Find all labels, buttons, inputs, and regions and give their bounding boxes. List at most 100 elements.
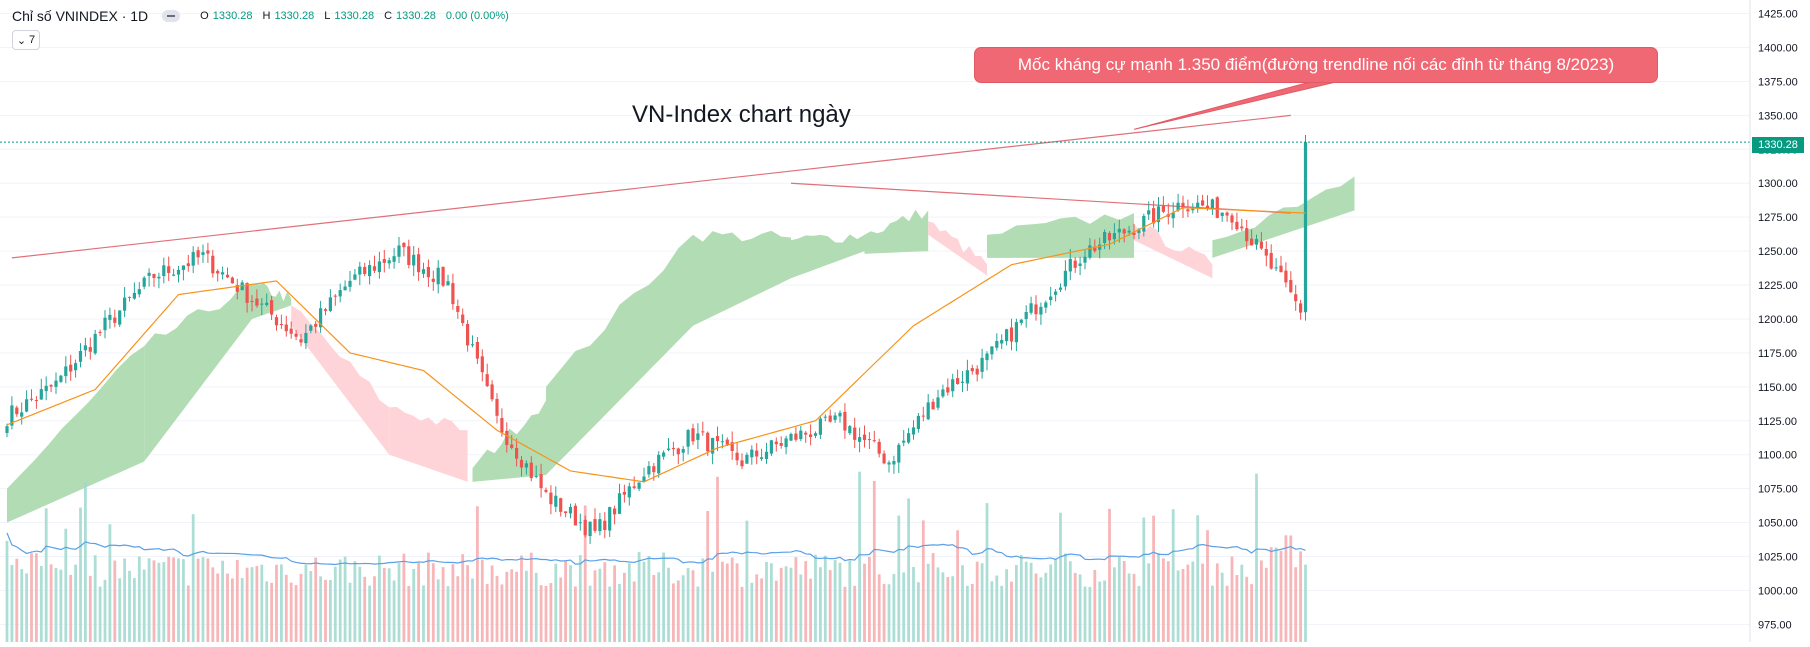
candle-body <box>103 317 107 331</box>
volume-bar <box>314 557 318 642</box>
volume-bar <box>108 524 112 642</box>
candle-body <box>309 325 313 331</box>
chevron-down-icon: ⌄ <box>16 34 27 47</box>
candle-body <box>583 519 587 536</box>
candle-body <box>897 444 901 463</box>
volume-bar <box>598 568 602 642</box>
candle-body <box>39 389 43 400</box>
volume-bar <box>1029 562 1033 642</box>
volume-bar <box>39 565 43 642</box>
resistance-callout[interactable]: Mốc kháng cự mạnh 1.350 điểm(đường trend… <box>974 47 1658 83</box>
volume-bar <box>20 569 24 642</box>
candle-body <box>769 440 773 454</box>
volume-bar <box>368 585 371 642</box>
volume-bar <box>431 563 435 642</box>
volume-bar <box>613 565 616 642</box>
volume-bar <box>549 583 553 642</box>
volume-bar <box>917 582 920 642</box>
volume-bar <box>1005 569 1008 642</box>
volume-bar <box>779 567 783 642</box>
candle-body <box>1225 212 1229 216</box>
volume-bar <box>931 553 935 642</box>
candle-body <box>1215 197 1219 218</box>
volume-bar <box>5 540 9 642</box>
volume-bar <box>211 567 215 642</box>
candle-body <box>632 486 636 488</box>
candle-body <box>755 450 759 457</box>
candle-body <box>627 486 631 498</box>
volume-bar <box>627 563 631 642</box>
volume-bar <box>588 585 592 642</box>
price-tick-label: 1150.00 <box>1758 382 1797 394</box>
volume-bar <box>1122 561 1126 642</box>
candle-body <box>387 260 391 264</box>
candle-body <box>412 254 416 266</box>
volume-bar <box>1284 535 1288 642</box>
volume-bar <box>789 567 793 642</box>
candle-body <box>867 439 871 441</box>
volume-bar <box>309 570 313 642</box>
candle-body <box>1073 260 1077 268</box>
volume-bar <box>1191 561 1195 642</box>
price-tick-label: 1275.00 <box>1758 212 1798 224</box>
candle-body <box>1147 210 1151 215</box>
volume-bar <box>1054 558 1057 642</box>
volume-bar <box>231 578 234 642</box>
candle-body <box>475 341 479 359</box>
indicators-toggle-button[interactable]: ⌄ 7 <box>12 30 40 50</box>
price-axis[interactable]: 1425.001400.001375.001350.001325.001300.… <box>1758 9 1798 632</box>
volume-bar <box>363 576 367 642</box>
volume-bar <box>84 482 87 642</box>
volume-bar <box>966 585 969 642</box>
candle-body <box>426 266 430 278</box>
volume-bar <box>329 580 332 642</box>
candle-body <box>162 265 166 277</box>
candle-body <box>1088 245 1092 258</box>
candle-body <box>1005 329 1009 342</box>
volume-bar <box>892 574 896 642</box>
candle-body <box>15 407 19 415</box>
volume-bar <box>1098 581 1102 642</box>
candle-body <box>960 381 965 383</box>
volume-bar <box>804 561 808 642</box>
volume-bar <box>819 567 822 642</box>
volume-bar <box>44 508 48 642</box>
legend-menu-button[interactable] <box>162 10 181 22</box>
candle-body <box>931 401 935 410</box>
candle-body <box>539 474 543 489</box>
candle-body <box>720 441 724 443</box>
volume-bar <box>265 581 269 642</box>
candle-body <box>877 441 881 454</box>
symbol-title[interactable]: Chỉ số VNINDEX · 1D <box>12 8 149 24</box>
volume-bar <box>872 480 876 642</box>
volume-bar <box>882 583 886 642</box>
volume-bar <box>186 585 190 642</box>
candle-body <box>1009 327 1014 342</box>
candle-body <box>333 295 337 297</box>
volume-bar <box>740 586 744 642</box>
candle-body <box>1235 221 1239 230</box>
volume-bar <box>750 582 754 642</box>
candle-body <box>1299 303 1303 313</box>
volume-bar <box>608 586 612 642</box>
candle-body <box>1127 230 1131 233</box>
candle-body <box>764 451 769 460</box>
candle-body <box>485 374 489 387</box>
volume-bar <box>191 514 195 642</box>
candle-body <box>789 433 793 441</box>
volume-bar <box>1245 576 1249 642</box>
candle-body <box>1024 311 1028 320</box>
volume-bar <box>843 586 847 642</box>
candle-body <box>534 475 538 477</box>
candle-body <box>230 277 234 284</box>
volume-bar <box>642 561 646 642</box>
candle-body <box>872 440 876 442</box>
candle-body <box>363 266 367 274</box>
candle-body <box>809 434 813 438</box>
candle-body <box>284 324 288 332</box>
candle-body <box>691 428 695 442</box>
candle-body <box>260 303 264 305</box>
candle-body <box>774 441 778 445</box>
